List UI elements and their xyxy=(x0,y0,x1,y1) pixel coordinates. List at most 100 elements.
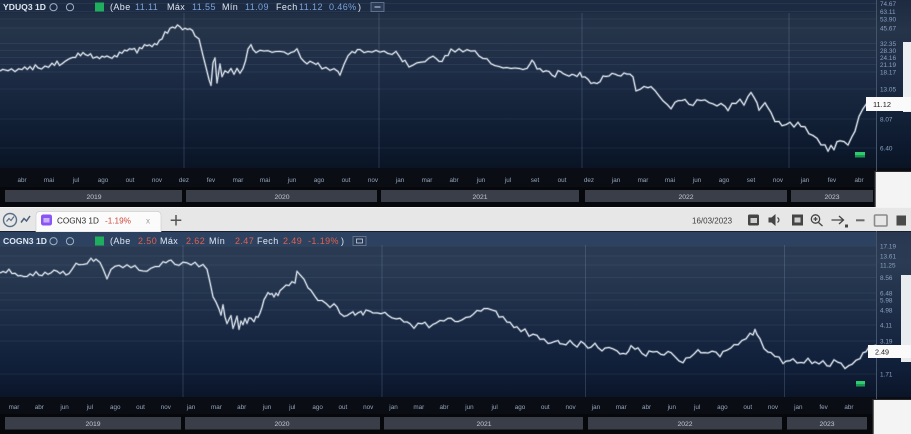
svg-text:Fech: Fech xyxy=(276,2,298,12)
svg-text:0.46%: 0.46% xyxy=(329,2,357,12)
svg-text:mar: mar xyxy=(413,404,424,411)
svg-text:mar: mar xyxy=(638,177,649,184)
svg-text:jun: jun xyxy=(464,404,474,411)
svg-text:abr: abr xyxy=(854,177,863,184)
svg-text:ago: ago xyxy=(515,404,526,411)
svg-text:3.19: 3.19 xyxy=(880,338,893,345)
svg-text:jul: jul xyxy=(288,404,295,411)
svg-text:11.12: 11.12 xyxy=(299,2,323,12)
svg-text:mai: mai xyxy=(260,177,270,184)
svg-text:2022: 2022 xyxy=(678,194,693,201)
svg-text:Fech: Fech xyxy=(257,236,279,246)
svg-text:6.48: 6.48 xyxy=(880,290,893,297)
svg-text:out: out xyxy=(126,177,135,184)
svg-text:2.50: 2.50 xyxy=(138,236,157,246)
svg-text:jun: jun xyxy=(667,404,677,411)
svg-text:mar: mar xyxy=(211,404,222,411)
svg-text:jul: jul xyxy=(72,177,79,184)
svg-text:nov: nov xyxy=(363,404,374,411)
svg-text:-1.19%: -1.19% xyxy=(308,236,339,246)
svg-text:2.62: 2.62 xyxy=(186,236,205,246)
svg-text:jun: jun xyxy=(476,177,486,184)
svg-text:COGN3 1D: COGN3 1D xyxy=(57,217,99,226)
svg-text:abr: abr xyxy=(844,404,853,411)
svg-text:8.07: 8.07 xyxy=(880,116,893,123)
svg-text:63.11: 63.11 xyxy=(880,9,896,16)
svg-text:2.49: 2.49 xyxy=(875,348,889,357)
svg-text:x: x xyxy=(146,217,150,226)
svg-text:24.16: 24.16 xyxy=(880,55,896,62)
svg-text:45.67: 45.67 xyxy=(880,25,896,32)
svg-text:5.98: 5.98 xyxy=(880,297,893,304)
svg-text:jun: jun xyxy=(262,404,272,411)
svg-text:11.25: 11.25 xyxy=(880,262,896,269)
svg-text:Mín: Mín xyxy=(222,2,238,12)
svg-text:abr: abr xyxy=(35,404,44,411)
svg-text:-1.19%: -1.19% xyxy=(105,217,131,226)
svg-text:dez: dez xyxy=(179,177,189,184)
svg-text:6.40: 6.40 xyxy=(880,145,893,152)
svg-text:): ) xyxy=(341,236,344,246)
svg-text:jul: jul xyxy=(693,404,700,411)
svg-text:out: out xyxy=(743,404,752,411)
svg-text:11.09: 11.09 xyxy=(245,2,269,12)
svg-text:jan: jan xyxy=(611,177,621,184)
svg-text:2023: 2023 xyxy=(819,421,834,428)
svg-text:(Abe: (Abe xyxy=(110,2,131,12)
svg-text:2019: 2019 xyxy=(85,421,100,428)
svg-text:2021: 2021 xyxy=(476,421,491,428)
svg-text:4.11: 4.11 xyxy=(880,322,892,329)
svg-text:nov: nov xyxy=(566,404,577,411)
svg-text:2020: 2020 xyxy=(274,194,289,201)
svg-text:(Abe: (Abe xyxy=(110,236,131,246)
svg-text:2020: 2020 xyxy=(274,421,289,428)
svg-text:YDUQ3 1D: YDUQ3 1D xyxy=(3,2,46,12)
svg-text:nov: nov xyxy=(773,177,784,184)
svg-text:74.67: 74.67 xyxy=(880,1,896,8)
svg-text:jul: jul xyxy=(86,404,93,411)
svg-text:ago: ago xyxy=(312,404,323,411)
svg-text:out: out xyxy=(342,177,351,184)
svg-text:jan: jan xyxy=(793,404,803,411)
svg-text:nov: nov xyxy=(152,177,163,184)
svg-text:11.55: 11.55 xyxy=(192,2,216,12)
svg-text:mar: mar xyxy=(616,404,627,411)
svg-text:2.47: 2.47 xyxy=(235,236,254,246)
svg-text:ago: ago xyxy=(98,177,109,184)
svg-text:mar: mar xyxy=(9,404,20,411)
svg-text:18.17: 18.17 xyxy=(880,69,896,76)
svg-text:ago: ago xyxy=(717,404,728,411)
svg-text:16/03/2023: 16/03/2023 xyxy=(692,217,733,226)
svg-text:jan: jan xyxy=(395,177,405,184)
svg-text:4.98: 4.98 xyxy=(880,307,893,314)
svg-text:28.30: 28.30 xyxy=(880,48,896,55)
svg-text:jun: jun xyxy=(692,177,702,184)
svg-text:mai: mai xyxy=(665,177,675,184)
svg-text:17.19: 17.19 xyxy=(880,243,896,250)
svg-text:out: out xyxy=(136,404,145,411)
svg-text:fev: fev xyxy=(828,177,837,184)
svg-text:mar: mar xyxy=(233,177,244,184)
svg-text:13.61: 13.61 xyxy=(880,253,896,260)
svg-text:abr: abr xyxy=(237,404,246,411)
svg-text:ago: ago xyxy=(314,177,325,184)
svg-text:abr: abr xyxy=(449,177,458,184)
svg-text:jun: jun xyxy=(287,177,297,184)
svg-text:abr: abr xyxy=(440,404,449,411)
svg-text:out: out xyxy=(339,404,348,411)
svg-text:nov: nov xyxy=(161,404,172,411)
svg-text:nov: nov xyxy=(768,404,779,411)
svg-text:jan: jan xyxy=(186,404,196,411)
svg-text:mai: mai xyxy=(44,177,54,184)
svg-text:abr: abr xyxy=(642,404,651,411)
svg-text:32.35: 32.35 xyxy=(880,41,896,48)
svg-text:21.19: 21.19 xyxy=(880,62,896,69)
svg-text:fev: fev xyxy=(207,177,216,184)
svg-text:ago: ago xyxy=(110,404,121,411)
svg-text:2021: 2021 xyxy=(472,194,487,201)
svg-text:set: set xyxy=(531,177,540,184)
svg-text:): ) xyxy=(358,2,361,12)
svg-text:out: out xyxy=(558,177,567,184)
svg-text:8.56: 8.56 xyxy=(880,275,893,282)
svg-text:Máx: Máx xyxy=(160,236,178,246)
